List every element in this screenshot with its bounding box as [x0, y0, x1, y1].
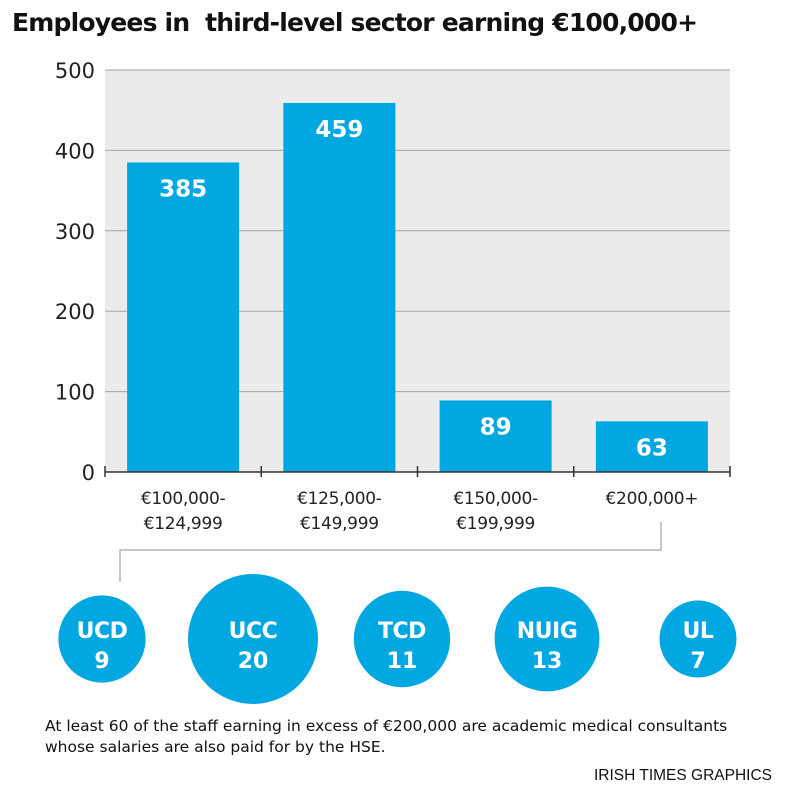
x-category-label: €199,999 — [456, 514, 535, 534]
y-tick-label: 0 — [82, 461, 95, 485]
bubble-circle — [494, 586, 600, 692]
y-tick-label: 100 — [55, 381, 95, 405]
bubble-name: UL — [683, 619, 714, 644]
bubble-value: 11 — [387, 649, 418, 674]
bubble-circle — [58, 595, 146, 683]
x-category-label: €200,000+ — [606, 489, 699, 509]
x-category-label: €149,999 — [300, 514, 379, 534]
bubble-value: 9 — [94, 649, 109, 674]
bar-value-label: 459 — [315, 117, 363, 143]
bubble-circle — [353, 590, 451, 688]
y-axis-ticks: 0 100 200 300 400 500 — [55, 59, 95, 485]
bar — [283, 102, 396, 473]
bubble-name: UCD — [77, 619, 128, 644]
connector-line — [119, 522, 662, 582]
bubble: UCD 9 — [58, 595, 146, 683]
bar — [595, 421, 708, 472]
bubble: TCD 11 — [353, 590, 451, 688]
bubble: UL 7 — [659, 600, 737, 678]
bubble-value: 20 — [238, 649, 269, 674]
bubble: UCC 20 — [188, 574, 318, 704]
bubble-circle — [659, 600, 737, 678]
bar — [127, 162, 240, 472]
bars: 385 459 89 63 — [127, 102, 708, 473]
bar-value-label: 385 — [159, 176, 207, 202]
bubble-name: TCD — [378, 619, 426, 644]
x-axis — [104, 466, 731, 477]
y-tick-label: 300 — [55, 220, 95, 244]
source-credit: IRISH TIMES GRAPHICS — [594, 767, 772, 784]
bar-value-label: 63 — [636, 435, 668, 461]
bubble-name: UCC — [229, 619, 278, 644]
bubble-value: 13 — [532, 649, 563, 674]
bubble-value: 7 — [690, 649, 705, 674]
x-category-label: €124,999 — [144, 514, 223, 534]
x-category-label: €100,000- — [141, 489, 226, 509]
x-axis-labels: €100,000- €124,999 €125,000- €149,999 €150,0… — [141, 489, 699, 534]
bar-value-label: 89 — [480, 414, 512, 440]
footnote: At least 60 of the staff earning in exce… — [45, 717, 728, 756]
y-tick-label: 400 — [55, 139, 95, 163]
breakdown-bubbles: UCD 9 UCC 20 TCD 11 NUIG 13 UL 7 — [58, 574, 737, 704]
bar — [439, 400, 552, 472]
y-tick-label: 200 — [55, 300, 95, 324]
bubble: NUIG 13 — [494, 586, 600, 692]
bubble-name: NUIG — [517, 619, 578, 644]
x-category-label: €125,000- — [297, 489, 382, 509]
chart-title: Employees in third-level sector earning … — [12, 8, 698, 37]
bubble-circle — [188, 574, 318, 704]
x-category-label: €150,000- — [453, 489, 538, 509]
y-tick-label: 500 — [55, 59, 95, 83]
